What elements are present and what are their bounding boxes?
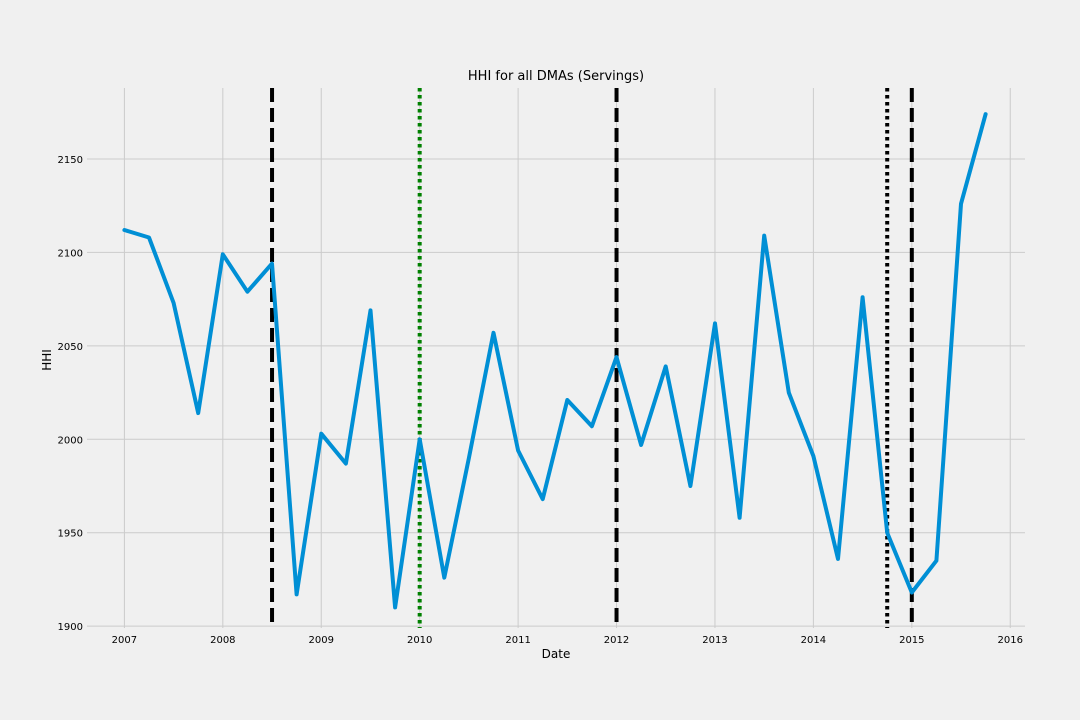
- x-tick-label: 2008: [210, 635, 235, 646]
- x-axis-title: Date: [542, 647, 571, 661]
- y-tick-label: 2100: [58, 248, 83, 259]
- vertical-marker-lines: [270, 88, 914, 628]
- x-tick-label: 2016: [998, 635, 1023, 646]
- x-tick-label: 2014: [801, 635, 826, 646]
- y-tick-label: 2000: [58, 435, 83, 446]
- series-lines: [122, 112, 988, 610]
- y-tick-label: 1900: [58, 622, 83, 633]
- grid-lines: [87, 88, 1025, 628]
- x-tick-label: 2013: [702, 635, 727, 646]
- series-line: [122, 112, 988, 610]
- y-axis-title: HHI: [40, 349, 54, 371]
- x-tick-label: 2012: [604, 635, 629, 646]
- y-tick-label: 2050: [58, 342, 83, 353]
- y-tick-label: 1950: [58, 529, 83, 540]
- y-tick-label: 2150: [58, 155, 83, 166]
- x-tick-label: 2015: [899, 635, 924, 646]
- x-tick-label: 2009: [309, 635, 334, 646]
- x-tick-label: 2011: [505, 635, 530, 646]
- y-tick-labels: 1900 1950 2000 2050 2100 2150: [58, 155, 83, 633]
- x-tick-labels: 2007 2008 2009 2010 2011 2012 2013 2014 2015 2016: [112, 635, 1023, 646]
- chart-title: HHI for all DMAs (Servings): [468, 69, 644, 84]
- x-tick-label: 2010: [407, 635, 432, 646]
- x-tick-label: 2007: [112, 635, 137, 646]
